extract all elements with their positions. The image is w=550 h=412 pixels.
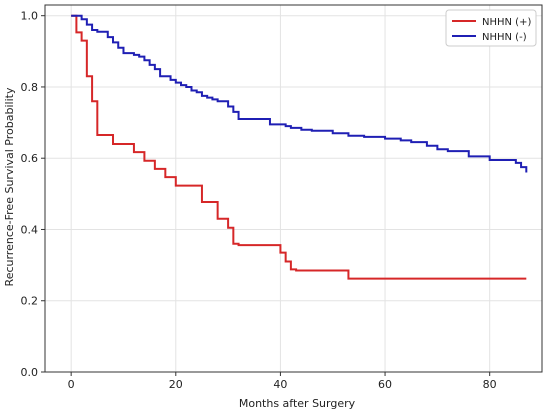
legend-label: NHHN (+) <box>482 17 531 28</box>
y-tick-label: 0.8 <box>21 81 39 94</box>
x-axis-label: Months after Surgery <box>239 397 356 410</box>
y-axis: 0.0 0.2 0.4 0.6 0.8 1.0 <box>21 10 45 379</box>
x-tick-label: 20 <box>169 378 183 391</box>
y-axis-label: Recurrence-Free Survival Probability <box>3 87 16 286</box>
y-tick-label: 1.0 <box>21 10 39 23</box>
series-group <box>71 14 528 280</box>
x-axis: 0 20 40 60 80 <box>68 372 497 391</box>
x-tick-label: 60 <box>378 378 392 391</box>
series-line-1 <box>71 14 527 280</box>
x-tick-label: 40 <box>273 378 287 391</box>
series-line-2 <box>71 14 528 173</box>
y-tick-label: 0.0 <box>21 366 39 379</box>
plot-frame <box>44 4 543 373</box>
x-tick-label: 0 <box>68 378 75 391</box>
y-tick-label: 0.4 <box>21 223 39 236</box>
legend: NHHN (+) NHHN (-) <box>445 9 537 47</box>
y-tick-label: 0.2 <box>21 295 39 308</box>
x-tick-label: 80 <box>483 378 497 391</box>
y-tick-label: 0.6 <box>21 152 39 165</box>
legend-label: NHHN (-) <box>482 32 527 43</box>
grid <box>45 5 542 373</box>
